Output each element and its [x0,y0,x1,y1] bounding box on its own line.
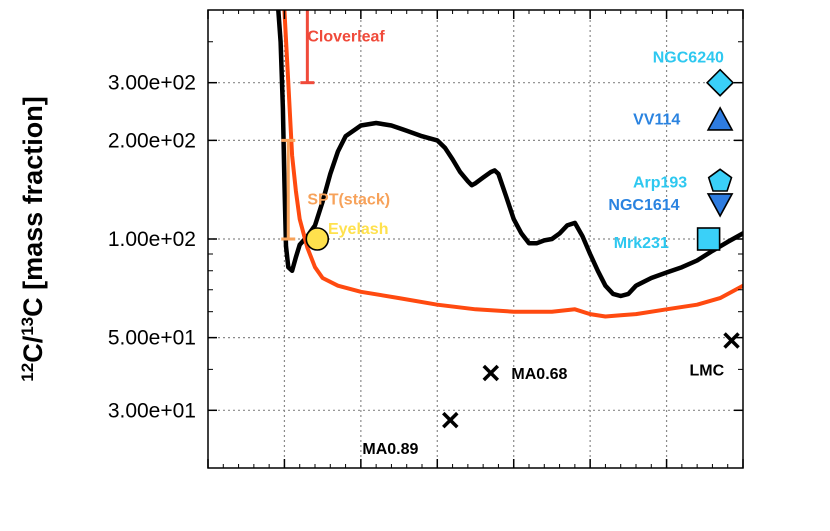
vv114-marker [706,106,734,131]
ma0-68-marker [482,364,500,382]
y-axis-label: 12C/13C [mass fraction] [18,96,49,381]
y-label-part-c: C/ [18,335,48,362]
series-line [282,10,743,319]
cloverleaf-label: Cloverleaf [307,28,385,45]
arp193-label: Arp193 [633,174,687,191]
vv114-label: VV114 [633,112,680,129]
annotation-layer: Cloverleaf NGC6240 VV114 Arp193 SPT(stack) NG… [307,28,724,458]
y-tick-label: 1.00e+02 [108,228,196,251]
ngc6240-marker [705,68,735,97]
lmc-label: LMC [690,362,725,379]
x-ticks [207,10,744,468]
ngc6240-label: NGC6240 [653,50,724,67]
y-label-superscript-13: 13 [18,317,37,336]
y-label-part-rest: C [mass fraction] [18,96,48,317]
mrk231-label: Mrk231 [614,235,669,252]
mrk231-marker [696,227,721,251]
arp193-marker [707,168,733,192]
cross-stroke [482,364,500,382]
eyelash-marker [305,227,330,251]
marker-layer [305,68,740,429]
ma0-89-marker [442,411,459,429]
eyelash-label: Eyelash [328,221,388,238]
ma0-89-label: MA0.89 [362,441,418,458]
spt-stack-label: SPT(stack) [307,191,390,208]
lmc-marker [723,332,740,349]
ngc1614-marker [706,193,734,218]
errorbar-layer [281,10,315,241]
y-tick-label: 3.00e+02 [108,72,196,95]
y-tick-label: 2.00e+02 [108,129,196,152]
ngc1614-label: NGC1614 [608,197,679,214]
ma0-68-label: MA0.68 [511,366,567,383]
cross-stroke [442,411,459,429]
y-ticks: 3.00e+01 5.00e+01 1.00e+02 2.00e+02 3.00e+02 [108,41,743,422]
cross-stroke [723,332,740,349]
y-tick-label: 5.00e+01 [108,327,196,350]
grid [208,10,743,468]
y-label-superscript-12: 12 [18,363,37,382]
y-tick-label: 3.00e+01 [108,399,196,422]
